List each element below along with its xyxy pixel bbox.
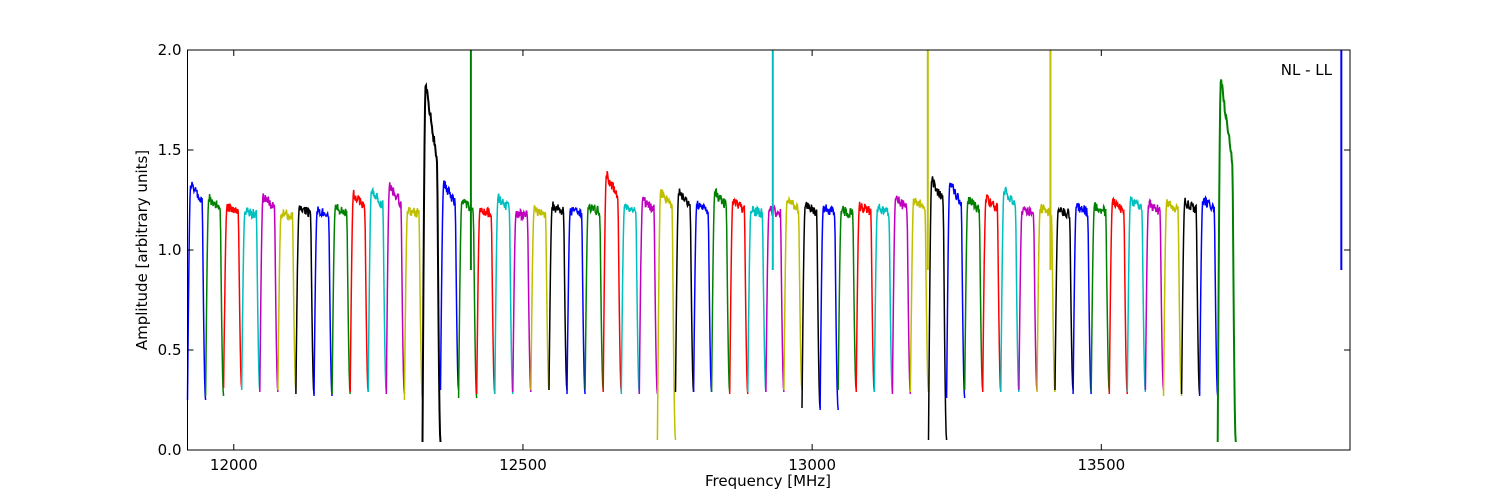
- subband-series-line: [1144, 198, 1165, 391]
- subband-series-line: [584, 203, 604, 391]
- subband-series-line: [981, 194, 1002, 393]
- y-tick-label: 0.0: [158, 441, 182, 459]
- subband-series-line: [1126, 195, 1147, 393]
- subband-series-line: [530, 205, 550, 391]
- subband-series-line: [295, 205, 315, 395]
- subband-series-line: [602, 171, 623, 393]
- y-tick-label: 1.5: [158, 141, 182, 159]
- subband-series-line: [855, 201, 876, 393]
- subband-series-line: [1072, 202, 1092, 395]
- subband-series-line: [277, 209, 297, 391]
- subband-series-line: [186, 181, 207, 401]
- series-layer: [186, 50, 1343, 443]
- subband-series-line: [1036, 203, 1056, 393]
- subband-series-line: [873, 203, 894, 393]
- y-axis-title: Amplitude [arbitrary units]: [133, 150, 151, 350]
- subband-series-line: [765, 204, 785, 393]
- subband-series-line: [494, 193, 514, 395]
- subband-series-line: [331, 203, 351, 395]
- subband-series-line: [421, 82, 442, 443]
- subband-series-line: [1162, 199, 1183, 397]
- subband-series-line: [674, 188, 695, 393]
- subband-series-line: [204, 193, 225, 397]
- x-tick-label: 12500: [499, 456, 547, 474]
- subband-series-line: [1216, 79, 1237, 443]
- y-tick-label: 0.5: [158, 341, 182, 359]
- x-tick-label: 13500: [1077, 456, 1125, 474]
- subband-series-line: [457, 198, 478, 399]
- y-tick-label: 1.0: [158, 241, 182, 259]
- subband-series-line: [1108, 196, 1129, 395]
- subband-series-line: [620, 203, 641, 395]
- subband-series-line: [259, 193, 279, 393]
- subband-series-line: [1018, 205, 1038, 391]
- subband-series-line: [240, 206, 261, 391]
- subband-series-line: [656, 189, 677, 441]
- x-tick-label: 12000: [210, 456, 258, 474]
- subband-series-line: [891, 195, 912, 395]
- x-axis-title: Frequency [MHz]: [705, 472, 831, 490]
- subband-series-line: [638, 196, 659, 395]
- subband-series-line: [1198, 195, 1219, 397]
- subband-series-line: [945, 182, 966, 399]
- subband-series-line: [439, 180, 460, 391]
- subband-series-line: [801, 201, 821, 409]
- subband-series-line: [783, 195, 803, 391]
- subband-series-line: [909, 197, 930, 393]
- subband-series-line: [566, 206, 586, 395]
- subband-series-line: [692, 200, 713, 393]
- subband-series-line: [349, 189, 369, 393]
- x-tick-label: 13000: [788, 456, 836, 474]
- subband-series-line: [548, 201, 568, 391]
- subband-series-line: [222, 202, 243, 389]
- subband-series-line: [1090, 201, 1111, 393]
- subband-series-line: [927, 176, 948, 441]
- subband-series-line: [963, 196, 984, 391]
- subband-series-line: [837, 205, 857, 391]
- subband-series-line: [385, 182, 406, 395]
- y-tick-label: 2.0: [158, 41, 182, 59]
- subband-series-line: [313, 206, 333, 397]
- annotation-label: NL - LL: [1281, 61, 1333, 79]
- tick-layer: 12000 12500 13000 13500 0.0 0.5 1.0 1.5 2.0: [158, 41, 1350, 474]
- subband-series-line: [367, 186, 388, 393]
- subband-series-line: [710, 187, 731, 393]
- subband-series-line: [819, 204, 839, 411]
- subband-series-line: [728, 197, 749, 395]
- subband-series-line: [747, 205, 767, 393]
- subband-series-line: [1180, 197, 1201, 395]
- subband-series-line: [475, 206, 496, 395]
- subband-series-line: [512, 207, 532, 393]
- subband-series-line: [1054, 206, 1074, 391]
- subband-series-line: [1000, 186, 1020, 393]
- subband-series-line: [403, 207, 424, 401]
